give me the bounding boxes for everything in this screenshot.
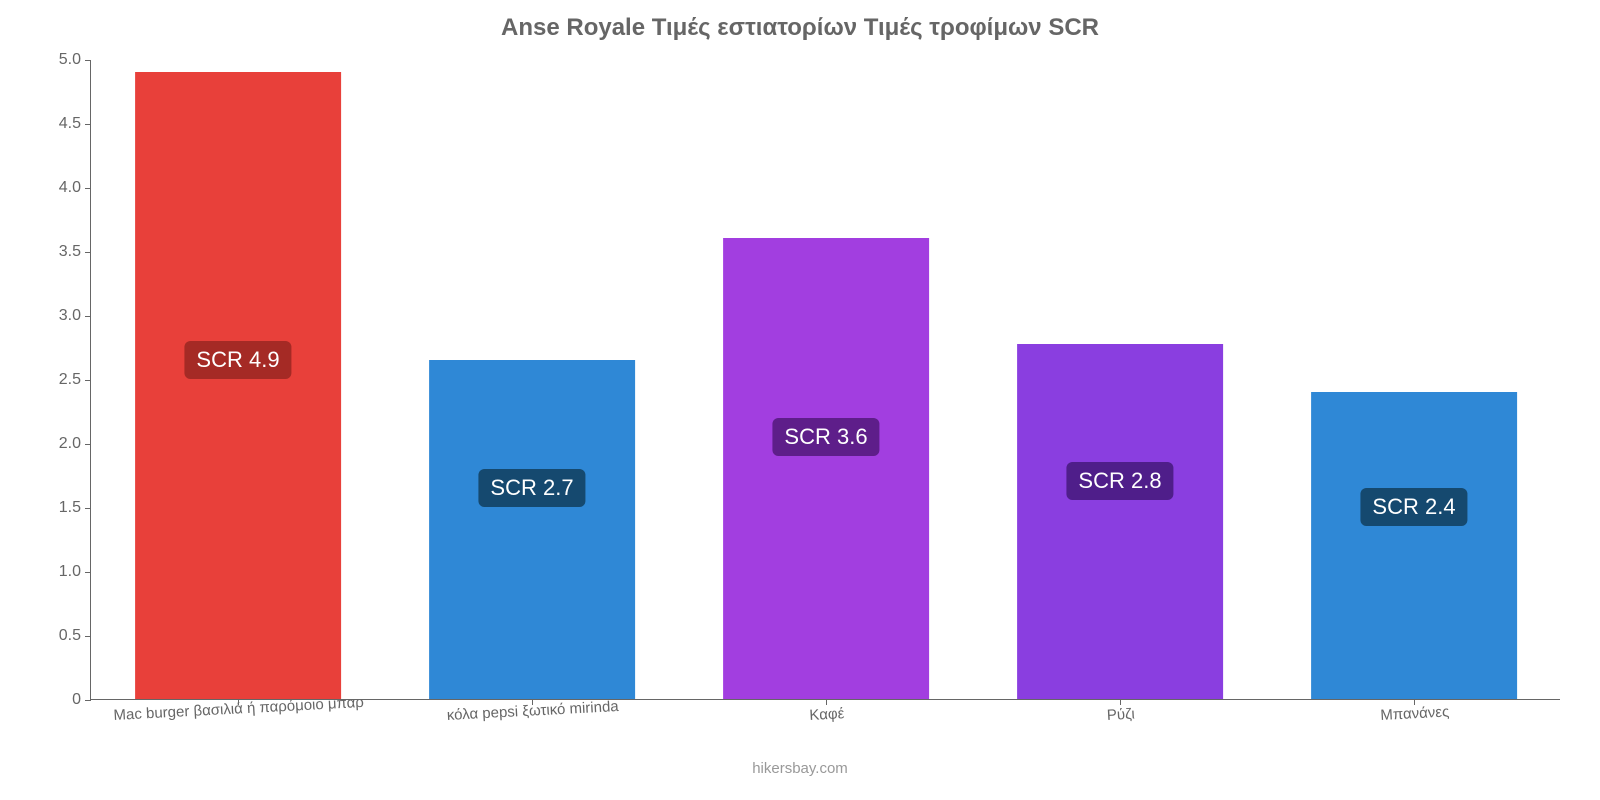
bar [723,238,929,699]
bar-slot: SCR 3.6Καφέ [679,60,973,699]
y-tick-mark [85,124,91,125]
bar-slot: SCR 2.4Μπανάνες [1267,60,1561,699]
y-tick-mark [85,700,91,701]
bars-layer: SCR 4.9Mac burger βασιλιά ή παρόμοιο μπα… [91,60,1560,699]
bar-value-badge: SCR 3.6 [772,418,879,456]
bar [1311,392,1517,699]
y-tick-mark [85,252,91,253]
bar [135,72,341,699]
bar-value-badge: SCR 2.7 [478,469,585,507]
y-tick-mark [85,60,91,61]
y-tick-mark [85,508,91,509]
x-tick-label: Ρύζι [1106,698,1135,724]
plot-area: SCR 4.9Mac burger βασιλιά ή παρόμοιο μπα… [90,60,1560,700]
y-tick-mark [85,188,91,189]
bar-value-badge: SCR 2.4 [1360,488,1467,526]
chart-container: Anse Royale Τιμές εστιατορίων Τιμές τροφ… [0,0,1600,800]
bar-slot: SCR 2.8Ρύζι [973,60,1267,699]
x-tick-label: Μπανάνες [1380,695,1450,724]
bar [1017,344,1223,699]
bar-value-badge: SCR 4.9 [184,341,291,379]
bar-slot: SCR 2.7κόλα pepsi ξωτικό mirinda [385,60,679,699]
chart-title: Anse Royale Τιμές εστιατορίων Τιμές τροφ… [0,14,1600,42]
y-tick-mark [85,572,91,573]
attribution-text: hikersbay.com [0,760,1600,777]
bar-slot: SCR 4.9Mac burger βασιλιά ή παρόμοιο μπα… [91,60,385,699]
y-tick-mark [85,316,91,317]
y-tick-mark [85,380,91,381]
bar-value-badge: SCR 2.8 [1066,462,1173,500]
bar [429,360,635,699]
y-tick-mark [85,636,91,637]
y-tick-mark [85,444,91,445]
x-tick-label: Καφέ [809,697,845,724]
